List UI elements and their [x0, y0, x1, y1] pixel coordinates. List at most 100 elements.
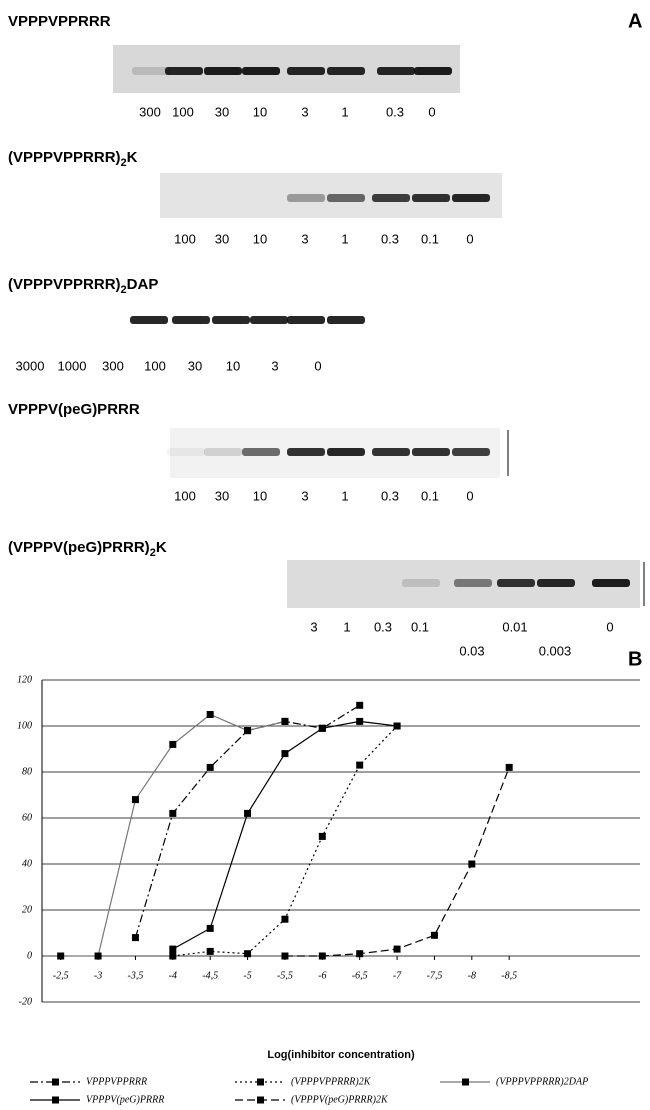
blot-band — [377, 67, 415, 75]
legend-marker — [257, 1096, 264, 1104]
x-tick-label: -3 — [94, 970, 102, 981]
x-tick-label: -6,5 — [352, 970, 368, 981]
data-point — [505, 763, 513, 771]
lane-label: 0.01 — [502, 619, 527, 634]
x-tick-label: -8,5 — [501, 970, 517, 981]
y-tick-label: 120 — [17, 674, 32, 685]
legend-label: (VPPPVPPRRR)2DAP — [496, 1076, 588, 1087]
legend-marker — [52, 1078, 59, 1086]
x-tick-label: -6 — [318, 970, 326, 981]
x-tick-label: -8 — [468, 970, 476, 981]
blot-band — [327, 316, 365, 324]
data-point — [430, 931, 438, 939]
lane-label: 1 — [343, 619, 350, 634]
lane-label: 10 — [253, 231, 267, 246]
data-point — [281, 952, 289, 960]
lane-label: 0 — [466, 488, 473, 503]
lane-label: 0.1 — [421, 488, 439, 503]
data-point — [281, 750, 289, 758]
blot-band — [242, 67, 280, 75]
lane-label: 3 — [301, 488, 308, 503]
data-point — [131, 934, 139, 942]
blot-band — [172, 316, 210, 324]
blot-band — [167, 448, 205, 456]
blot-title-end: K — [156, 539, 167, 556]
lane-label: 30 — [215, 104, 229, 119]
x-tick-label: -3,5 — [128, 970, 144, 981]
blot-band — [452, 194, 490, 202]
data-point — [244, 727, 252, 735]
blot-title-end: K — [127, 149, 138, 166]
lane-label: 100 — [144, 358, 166, 373]
data-point — [244, 809, 252, 817]
blot-band — [212, 316, 250, 324]
blot-band — [287, 194, 325, 202]
legend-marker — [257, 1078, 264, 1086]
data-point — [57, 952, 65, 960]
data-point — [169, 740, 177, 748]
panel-label: A — [628, 10, 642, 32]
legend-marker — [52, 1096, 59, 1104]
lane-label: 10 — [253, 104, 267, 119]
blot-band — [327, 194, 365, 202]
lane-label: 100 — [172, 104, 194, 119]
data-point — [131, 796, 139, 804]
data-point — [356, 717, 364, 725]
data-point — [393, 945, 401, 953]
blot-band — [412, 448, 450, 456]
data-point — [169, 945, 177, 953]
lane-label: 0.3 — [386, 104, 404, 119]
blot-band — [327, 67, 365, 75]
y-tick-label: 40 — [22, 858, 32, 869]
x-tick-label: -4 — [169, 970, 177, 981]
data-point — [468, 860, 476, 868]
x-tick-label: -2,5 — [53, 970, 69, 981]
blot-title-main: VPPPVPPRRR — [8, 13, 111, 30]
legend-label: (VPPPV(peG)PRRR)2K — [291, 1094, 389, 1105]
x-axis-label: Log(inhibitor concentration) — [267, 1049, 415, 1061]
blot-band — [327, 448, 365, 456]
data-point — [318, 724, 326, 732]
blot-band — [372, 448, 410, 456]
blot-band — [132, 67, 170, 75]
series-line — [134, 704, 361, 938]
x-tick-label: -5,5 — [277, 970, 293, 981]
blot-band — [412, 194, 450, 202]
blot-band — [165, 67, 203, 75]
lane-label: 0.1 — [421, 231, 439, 246]
x-tick-label: -7,5 — [427, 970, 443, 981]
lane-label: 0 — [606, 619, 613, 634]
blot-band — [537, 579, 575, 587]
blot-title-end: DAP — [127, 276, 159, 293]
lane-label: 300 — [139, 104, 161, 119]
lane-label: 100 — [174, 488, 196, 503]
lane-label: 0.3 — [381, 231, 399, 246]
blot-band — [372, 194, 410, 202]
blot-band — [242, 448, 280, 456]
lane-label: 3 — [301, 104, 308, 119]
blot-band — [204, 448, 242, 456]
blot-title-main: (VPPPV(peG)PRRR) — [8, 539, 150, 556]
data-point — [318, 952, 326, 960]
blot-band — [287, 448, 325, 456]
lane-label: 1000 — [58, 358, 87, 373]
blot-band — [130, 316, 168, 324]
blot-title: (VPPPV(peG)PRRR)2K — [8, 539, 167, 559]
blot-title-main: (VPPPVPPRRR) — [8, 149, 121, 166]
blot-title-subscript: 2 — [150, 547, 156, 559]
lane-label: 1 — [341, 488, 348, 503]
data-point — [206, 763, 214, 771]
lane-label: 0.3 — [381, 488, 399, 503]
blot-band — [287, 316, 325, 324]
lane-label: 100 — [174, 231, 196, 246]
blot-band — [452, 448, 490, 456]
blot-band — [414, 67, 452, 75]
y-tick-label: -20 — [19, 996, 32, 1007]
lane-label: 10 — [226, 358, 240, 373]
panel-label: B — [628, 648, 642, 670]
blot-title-main: VPPPV(peG)PRRR — [8, 401, 140, 418]
data-point — [244, 950, 252, 958]
blot-title-subscript: 2 — [121, 284, 127, 296]
lane-label: 1 — [341, 104, 348, 119]
lane-label: 30 — [215, 231, 229, 246]
